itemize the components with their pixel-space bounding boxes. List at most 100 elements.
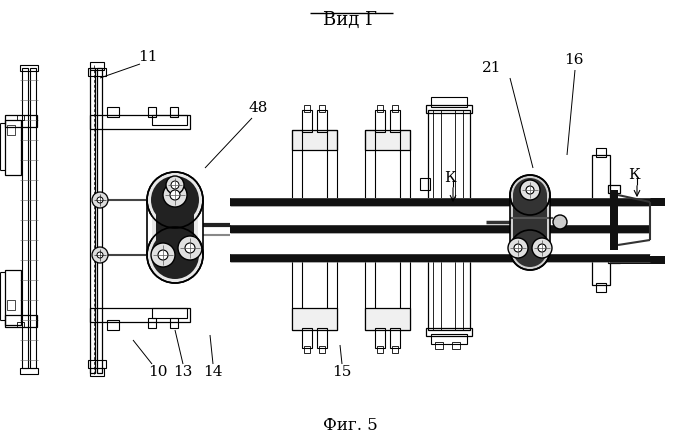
Bar [230,233,650,254]
Circle shape [532,238,552,258]
Bar [392,346,398,353]
Bar [5,315,37,327]
Bar [88,360,106,368]
Bar [365,308,410,330]
Bar [452,342,460,349]
Bar [230,225,650,233]
Bar [152,308,187,318]
Bar [230,206,650,225]
Bar [426,105,472,113]
Bar [431,97,467,107]
Bar [377,105,383,112]
Bar [90,62,104,70]
Text: Вид Г: Вид Г [323,11,377,29]
Bar [148,318,156,328]
Bar [302,110,312,132]
Bar [5,270,21,325]
Bar [230,198,650,205]
Text: 21: 21 [482,61,502,75]
Bar [392,105,398,112]
Circle shape [92,192,108,208]
Bar [7,125,15,135]
Circle shape [92,247,108,263]
Text: 16: 16 [564,53,584,67]
Bar [420,248,430,260]
Bar [431,334,467,344]
Bar [90,308,190,322]
Bar [319,105,325,112]
Bar [170,107,178,117]
Bar [327,130,337,330]
Circle shape [538,244,546,252]
Bar [292,130,302,330]
Circle shape [166,176,184,194]
Bar [596,148,606,157]
Text: 15: 15 [332,365,351,379]
Bar [230,254,650,261]
Bar [428,110,470,330]
Circle shape [185,243,195,253]
Circle shape [513,233,547,267]
Text: 10: 10 [148,365,168,379]
Circle shape [526,186,534,194]
Circle shape [513,178,547,212]
Bar [304,105,310,112]
Bar [420,178,430,190]
Bar [610,190,618,250]
Bar [592,155,610,285]
Bar [610,198,665,206]
Bar [435,342,443,349]
Text: К: К [444,171,456,185]
Bar [400,130,410,330]
Circle shape [97,197,103,203]
Bar [455,110,463,330]
Bar [375,110,385,132]
Bar [304,346,310,353]
Bar [17,322,24,327]
Text: Фиг. 5: Фиг. 5 [323,417,377,434]
Text: 48: 48 [248,101,267,115]
Circle shape [510,230,550,270]
Bar [230,198,650,206]
Circle shape [151,176,199,224]
Circle shape [170,190,180,200]
Bar [426,328,472,336]
Bar [610,256,665,264]
Bar [292,308,337,330]
Circle shape [97,252,103,258]
Text: 11: 11 [139,50,158,64]
Bar [317,328,327,348]
Bar [107,107,119,117]
Bar [90,115,190,129]
Bar [510,195,550,250]
Bar [302,328,312,348]
Circle shape [147,172,203,228]
Text: 13: 13 [174,365,192,379]
Bar [156,200,194,255]
Bar [317,110,327,132]
Bar [17,115,24,120]
Bar [230,254,650,262]
Bar [90,368,104,376]
Circle shape [520,180,540,200]
Circle shape [508,238,528,258]
Bar [433,110,441,330]
Circle shape [158,250,168,260]
Bar [152,115,187,125]
Bar [230,225,650,232]
Bar [319,346,325,353]
Bar [5,115,37,127]
Circle shape [151,231,199,279]
Bar [88,68,106,76]
Bar [148,107,156,117]
Bar [152,200,198,255]
Bar [292,130,337,150]
Bar [513,195,547,250]
Bar [7,300,15,310]
Bar [20,65,38,71]
Bar [5,120,21,175]
Bar [390,328,400,348]
Bar [20,368,38,374]
Text: 14: 14 [203,365,223,379]
Bar [377,346,383,353]
